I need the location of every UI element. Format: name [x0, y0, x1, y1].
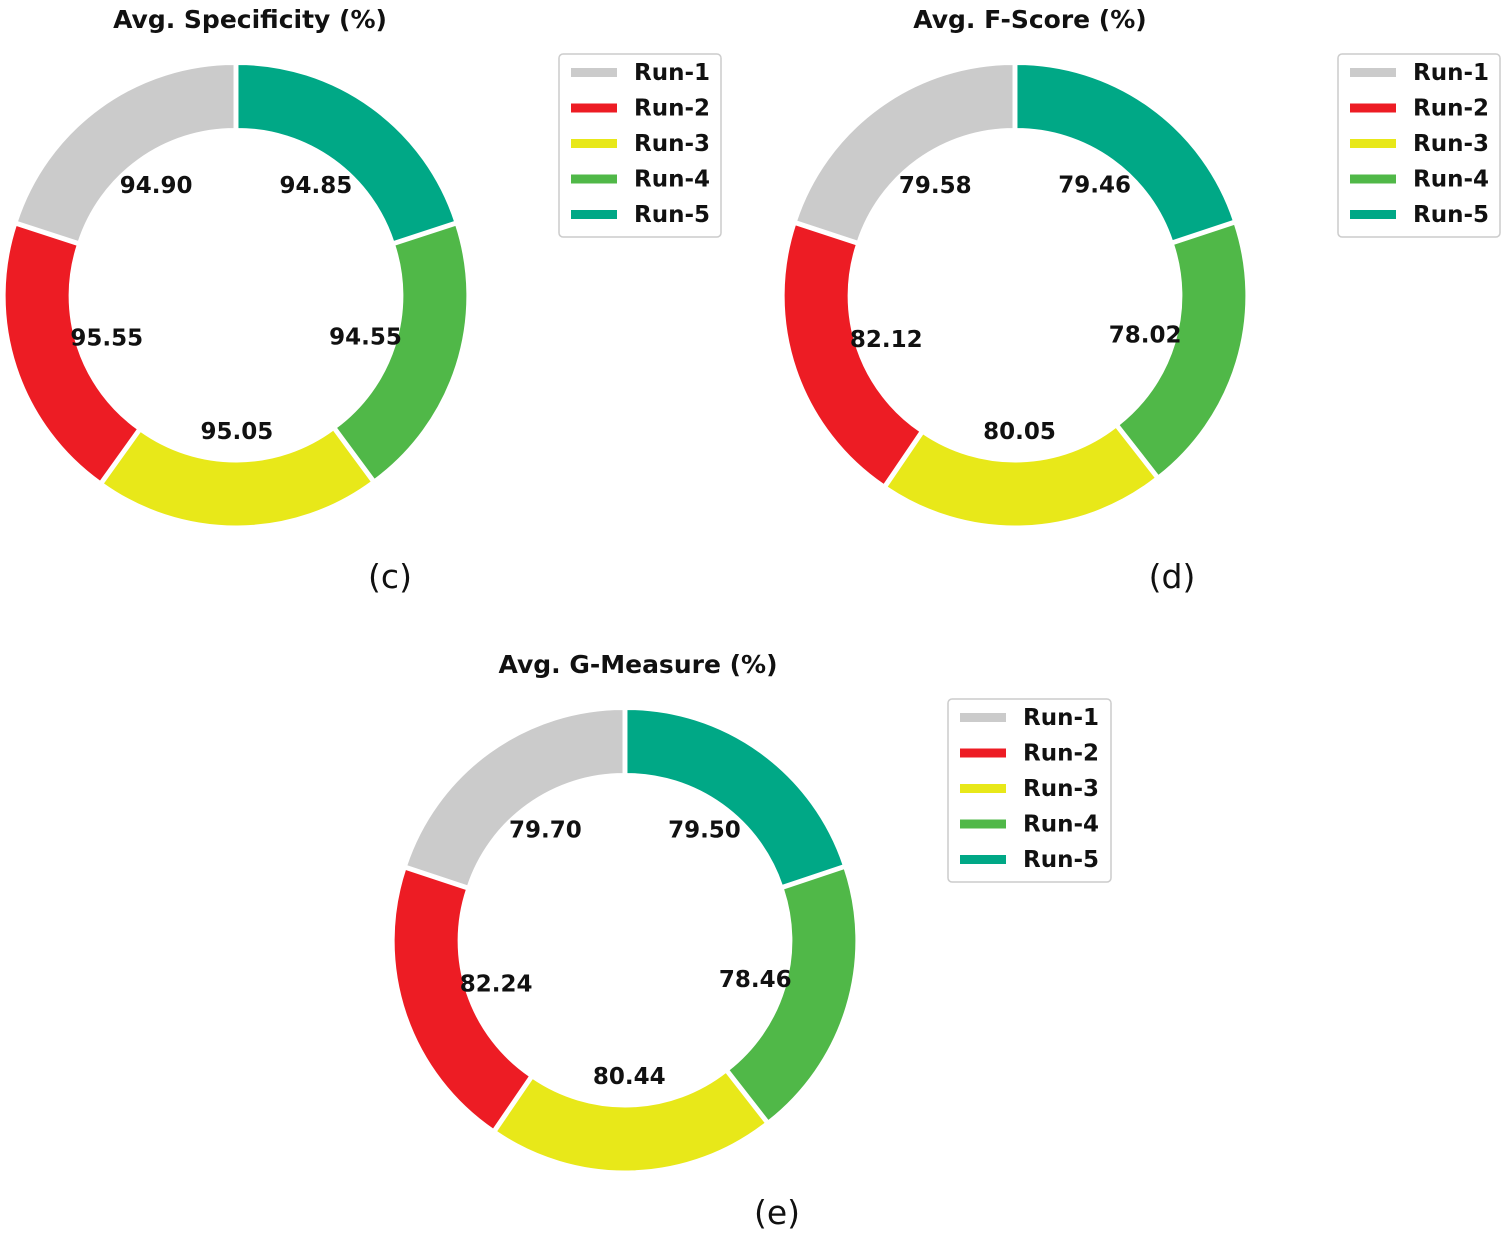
legend-label-run-2: Run-2: [1413, 96, 1489, 122]
legend-label-run-3: Run-3: [1413, 131, 1489, 157]
legend-swatch-run-2: [571, 103, 617, 113]
slice-run-1: [794, 62, 1015, 243]
panel-label: (e): [754, 1193, 800, 1232]
legend-swatch-run-4: [960, 819, 1006, 829]
value-label-run-3: 80.05: [983, 419, 1056, 445]
legend-swatch-run-1: [960, 713, 1006, 722]
legend-swatch-run-4: [1350, 174, 1396, 184]
specificity-panel: Avg. Specificity (%) 94.90 95.55 95.05 94.5…: [3, 5, 722, 596]
value-label-run-5: 79.46: [1058, 173, 1131, 199]
value-label-run-4: 94.55: [329, 324, 402, 350]
slice-run-3: [101, 428, 374, 528]
legend-label-run-5: Run-5: [1413, 202, 1489, 228]
legend-swatch-run-3: [960, 784, 1006, 793]
legend-swatch-run-4: [571, 174, 617, 184]
slice-run-4: [1116, 222, 1248, 478]
value-label-run-1: 79.58: [899, 173, 972, 199]
chart-title: Avg. F-Score (%): [913, 5, 1146, 34]
slice-run-1: [15, 62, 236, 244]
f-score-panel: Avg. F-Score (%) 79.5882.1280.0578.0279.…: [782, 5, 1501, 596]
legend-label-run-4: Run-4: [634, 167, 710, 193]
slice-run-1: [404, 707, 625, 888]
legend-label-run-2: Run-2: [1023, 741, 1099, 767]
value-labels: 94.90 95.55 95.05 94.55 94.85: [70, 173, 402, 445]
legend-frame: [947, 698, 1112, 883]
value-label-run-4: 78.02: [1109, 322, 1182, 348]
legend-label-run-1: Run-1: [1413, 60, 1489, 86]
legend-swatch-run-1: [1350, 68, 1396, 77]
value-label-run-4: 78.46: [719, 967, 792, 993]
donut-slices: [392, 707, 858, 1173]
legend-label-run-3: Run-3: [634, 131, 710, 157]
slice-run-5: [236, 62, 457, 244]
legend-label-run-1: Run-1: [1023, 705, 1099, 731]
slice-run-3: [494, 1070, 768, 1173]
slice-run-2: [782, 222, 922, 487]
value-labels: 79.70 82.24 80.44 78.46 79.50: [460, 818, 792, 1090]
slice-run-2: [3, 223, 140, 484]
legend-swatch-run-5: [571, 210, 617, 219]
panel-label: (c): [368, 557, 412, 596]
slice-run-4: [334, 223, 469, 482]
legend: Run-1 Run-2 Run-3 Run-4 Run-5: [1337, 53, 1501, 238]
slice-run-3: [885, 425, 1158, 528]
value-label-run-2: 82.12: [850, 327, 923, 353]
slice-run-2: [392, 867, 532, 1132]
value-label-run-2: 82.24: [460, 971, 533, 997]
legend-swatch-run-2: [960, 748, 1006, 758]
legend: Run-1 Run-2 Run-3 Run-4 Run-5: [947, 698, 1112, 883]
slice-run-4: [726, 866, 858, 1123]
slice-run-5: [1015, 62, 1236, 243]
legend-frame: [558, 53, 722, 238]
value-label-run-3: 95.05: [201, 419, 274, 445]
value-labels: 79.58 82.12 80.05 78.02 79.46: [850, 173, 1182, 445]
panel-label: (d): [1149, 557, 1196, 596]
value-label-run-2: 95.55: [70, 325, 143, 351]
legend-label-run-3: Run-3: [1023, 776, 1099, 802]
legend-label-run-4: Run-4: [1023, 812, 1099, 838]
g-measure-panel: Avg. G-Measure (%) 79.7082.2480.4478.467…: [392, 650, 1112, 1232]
legend-label-run-1: Run-1: [634, 60, 710, 86]
donut-slices: [782, 62, 1248, 528]
slice-run-5: [625, 707, 845, 888]
legend: Run-1 Run-2 Run-3 Run-4 Run-5: [558, 53, 722, 238]
value-label-run-5: 79.50: [668, 818, 741, 844]
legend-swatch-run-3: [1350, 139, 1396, 148]
value-label-run-1: 79.70: [509, 818, 582, 844]
chart-title: Avg. G-Measure (%): [498, 650, 777, 679]
legend-label-run-5: Run-5: [1023, 847, 1099, 873]
legend-swatch-run-5: [1350, 210, 1396, 219]
legend-frame: [1337, 53, 1501, 238]
legend-swatch-run-2: [1350, 103, 1396, 113]
value-label-run-1: 94.90: [120, 173, 193, 199]
legend-swatch-run-3: [571, 139, 617, 148]
legend-label-run-2: Run-2: [634, 96, 710, 122]
value-label-run-3: 80.44: [593, 1064, 666, 1090]
legend-swatch-run-5: [960, 855, 1006, 864]
value-label-run-5: 94.85: [279, 173, 352, 199]
legend-swatch-run-1: [571, 68, 617, 77]
donut-slices: [3, 62, 469, 528]
chart-title: Avg. Specificity (%): [113, 5, 387, 34]
legend-label-run-4: Run-4: [1413, 167, 1489, 193]
legend-label-run-5: Run-5: [634, 202, 710, 228]
